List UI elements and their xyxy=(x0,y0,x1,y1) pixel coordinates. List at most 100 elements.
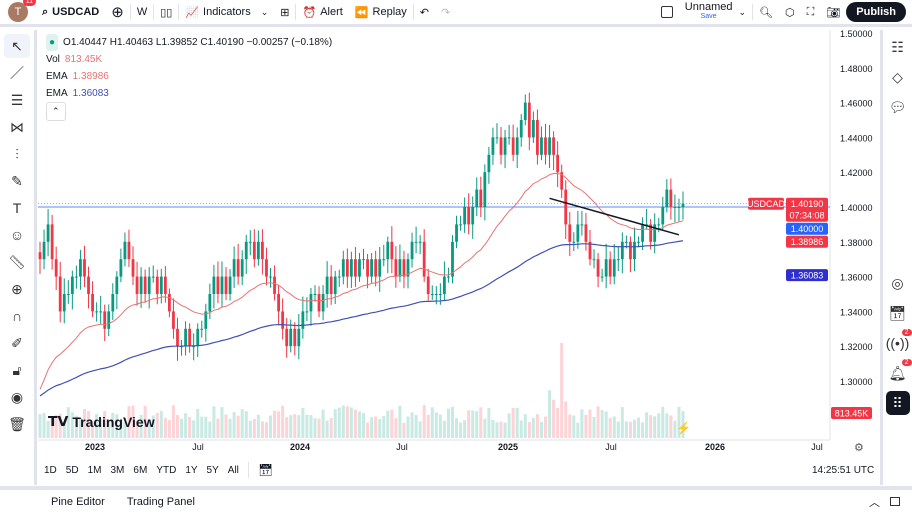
candle-body xyxy=(135,276,139,294)
range-5y[interactable]: 5Y xyxy=(206,464,219,476)
volume-bar xyxy=(277,411,281,438)
candle-body xyxy=(491,137,495,155)
chat-button[interactable]: 💬︎ xyxy=(886,95,910,119)
chevron-down-icon[interactable]: ⌄ xyxy=(738,6,747,17)
range-1m[interactable]: 1M xyxy=(87,464,102,476)
candle-body xyxy=(87,276,90,294)
pattern-tool[interactable]: ⋈ xyxy=(4,115,30,139)
calendar-button[interactable]: 📅︎ xyxy=(886,301,910,325)
date-range-icon[interactable]: 📅︎ xyxy=(257,463,274,477)
candle-body xyxy=(70,276,74,294)
alert-button[interactable]: ⏰ Alert xyxy=(302,6,343,19)
trading-panel-tab[interactable]: Trading Panel xyxy=(126,495,195,508)
streams-button[interactable]: ((•)) 2 xyxy=(886,329,912,355)
remove-tool[interactable]: 🗑︎ xyxy=(4,412,30,436)
zoom-tool[interactable]: ⊕ xyxy=(4,277,30,301)
candle-body xyxy=(370,259,374,277)
volume-bar xyxy=(475,411,479,438)
layout-checkbox[interactable] xyxy=(655,0,679,24)
candle-body xyxy=(653,224,657,242)
pine-editor-tab[interactable]: Pine Editor xyxy=(51,495,105,508)
volume-bar xyxy=(171,405,175,438)
candle-body xyxy=(620,241,624,260)
watchlist-button[interactable]: ☷ xyxy=(886,35,910,59)
compare-button[interactable]: ⊕ xyxy=(105,0,130,24)
volume-bar xyxy=(337,407,341,438)
undo-button[interactable]: ↶ xyxy=(414,0,435,24)
volume-bar xyxy=(50,418,54,438)
templates-button[interactable]: ⊞ xyxy=(274,0,295,24)
range-5d[interactable]: 5D xyxy=(65,464,79,476)
volume-price-label: 813.45K xyxy=(835,409,869,419)
collapse-legend-button[interactable]: ⌃ xyxy=(46,102,66,121)
settings-gear-icon[interactable]: ⚙ xyxy=(854,442,864,454)
candle-body xyxy=(305,311,309,313)
chart-type-button[interactable]: ▯▯ xyxy=(154,0,178,24)
horizontal-lines-icon: ☰ xyxy=(10,91,24,108)
hide-tool[interactable]: ◉ xyxy=(4,385,30,409)
volume-bar xyxy=(82,408,86,438)
range-6m[interactable]: 6M xyxy=(133,464,148,476)
quick-search-button[interactable]: 🔍︎ xyxy=(753,0,779,24)
prediction-tool[interactable]: ⫶ xyxy=(4,142,30,166)
magnet-tool[interactable]: ∩ xyxy=(4,304,30,328)
candle-body xyxy=(681,203,685,207)
indicators-button[interactable]: 📈 Indicators ⌄ xyxy=(185,6,269,19)
candle-body xyxy=(354,259,357,277)
apps-button[interactable]: ⠿ xyxy=(885,391,910,415)
snapshot-button[interactable]: 📷︎ xyxy=(820,0,846,24)
volume-bar xyxy=(147,419,151,438)
candle-body xyxy=(95,311,99,313)
candle-body xyxy=(572,241,576,243)
candle-body xyxy=(358,259,361,277)
candle-body xyxy=(511,137,515,155)
stay-drawing-tool[interactable]: ✐ xyxy=(4,331,30,355)
candle-body xyxy=(608,259,612,277)
tradingview-logo[interactable]: 𝗧𝗩 TradingView xyxy=(48,413,155,430)
brush-tool[interactable]: ✎ xyxy=(4,169,30,193)
emoji-tool[interactable]: ☺ xyxy=(4,223,30,247)
price-tick: 1.40000 xyxy=(840,203,873,213)
trendline-tool[interactable]: ／ xyxy=(4,61,30,85)
collapse-panel-button[interactable]: ︿ xyxy=(869,496,880,509)
volume-bar xyxy=(95,414,99,438)
publish-button[interactable]: Publish xyxy=(846,2,906,22)
zoom-in-icon: ⊕ xyxy=(11,280,23,297)
fullscreen-button[interactable]: ⛶ xyxy=(801,0,821,24)
volume-bar xyxy=(572,415,576,438)
avatar[interactable]: T 11 xyxy=(8,0,36,22)
interval-button[interactable]: W xyxy=(136,6,148,18)
text-tool[interactable]: T xyxy=(4,196,30,220)
range-3m[interactable]: 3M xyxy=(110,464,125,476)
maximize-panel-button[interactable] xyxy=(890,497,900,506)
settings-button[interactable]: ⬡ xyxy=(779,0,801,24)
clock[interactable]: 14:25:51 UTC xyxy=(812,465,875,476)
candle-body xyxy=(487,154,491,173)
fib-tool[interactable]: ☰ xyxy=(4,88,30,112)
range-1d[interactable]: 1D xyxy=(44,464,57,476)
layout-name-button[interactable]: Unnamed Save xyxy=(684,1,733,21)
ruler-tool[interactable]: 📏︎ xyxy=(4,250,30,274)
candle-body xyxy=(362,259,365,261)
candle-body xyxy=(107,311,111,329)
range-1y[interactable]: 1Y xyxy=(185,464,198,476)
replay-button[interactable]: ⏪ Replay xyxy=(354,6,407,19)
notifications-button[interactable]: 🔔︎ 2 xyxy=(886,359,912,385)
plus-circle-icon: ⊕ xyxy=(111,4,124,21)
cursor-tool[interactable]: ↖ xyxy=(4,34,30,58)
layers-icon: ◇ xyxy=(892,68,903,85)
layers-button[interactable]: ◇ xyxy=(886,65,910,89)
symbol-search-button[interactable]: ⌕ USDCAD xyxy=(42,5,100,19)
candle-body xyxy=(50,224,54,260)
candle-body xyxy=(669,189,673,207)
range-all[interactable]: All xyxy=(227,464,239,476)
volume-bar xyxy=(119,419,123,438)
ohlc-values: O1.40447 H1.40463 L1.39852 C1.40190 −0.0… xyxy=(63,37,333,48)
target-button[interactable]: ◎ xyxy=(886,271,910,295)
lock-tool[interactable]: 🔓︎ xyxy=(4,358,30,382)
price-chart[interactable]: 1.50000 1.48000 1.46000 1.44000 1.42000 1.400… xyxy=(38,30,880,460)
candle-body xyxy=(378,259,382,277)
redo-button[interactable]: ↷ xyxy=(435,0,456,24)
range-ytd[interactable]: YTD xyxy=(156,464,177,476)
volume-bar xyxy=(487,408,491,438)
